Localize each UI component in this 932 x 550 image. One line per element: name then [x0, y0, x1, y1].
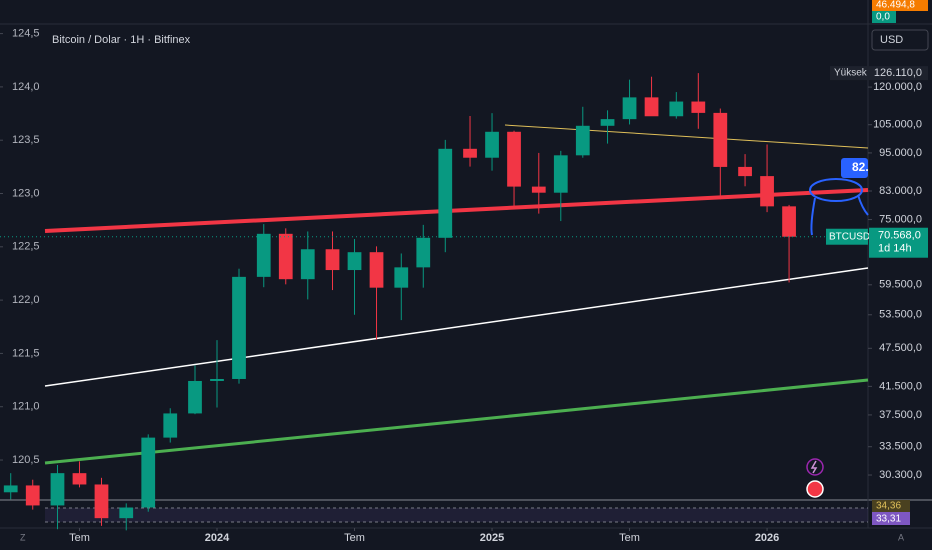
- high-marker-label: 126.110,0: [874, 67, 922, 79]
- candle-body: [300, 249, 315, 280]
- y-tick-label: 41.500,0: [879, 380, 922, 392]
- y-tick-label: 30.300,0: [879, 469, 922, 481]
- candle-body: [463, 148, 477, 158]
- callout-text: 82.: [852, 160, 869, 174]
- y-tick-label: 37.500,0: [879, 409, 922, 421]
- symbol-title: Bitcoin / Dolar · 1H · Bitfinex: [52, 34, 191, 46]
- high-marker-box: [830, 66, 928, 81]
- candle-body: [760, 176, 774, 207]
- y-tick-label: 59.500,0: [879, 279, 922, 291]
- candle-body: [369, 252, 384, 288]
- candle-body: [669, 101, 684, 117]
- candle-body: [163, 413, 178, 438]
- candle-body: [232, 276, 246, 379]
- x-tick-label: Tem: [344, 532, 365, 544]
- y2-tick-label: 121,0: [12, 401, 40, 413]
- currency[interactable]: USD: [880, 34, 903, 46]
- y-tick-label: 83.000,0: [879, 185, 922, 197]
- arrow-curve: [857, 194, 869, 216]
- candle-body: [278, 233, 293, 280]
- candle-body: [691, 101, 706, 113]
- candle-body: [50, 473, 65, 506]
- candle-body: [600, 119, 615, 126]
- arrow-curve: [810, 197, 816, 236]
- rsi-band: [45, 508, 868, 522]
- candle-body: [394, 267, 409, 288]
- y-tick-label: 53.500,0: [879, 309, 922, 321]
- last-price-name: BTCUSD: [829, 231, 870, 242]
- candle-body: [622, 97, 637, 120]
- candle-body: [738, 166, 752, 177]
- x-tick-label: Tem: [69, 532, 90, 544]
- trend-line-green: [44, 378, 869, 465]
- y2-tick-label: 124,5: [12, 28, 40, 40]
- candle-body: [485, 131, 499, 158]
- candle-body: [119, 507, 134, 519]
- candle-body: [575, 125, 590, 156]
- volume-label: 0,0: [876, 12, 890, 23]
- currency-box[interactable]: [871, 29, 929, 51]
- rsi-label: 34,36: [876, 501, 901, 512]
- rsi-label-box: [872, 500, 910, 512]
- candle-body: [141, 437, 156, 508]
- y-tick-label: 75.000,0: [879, 213, 922, 225]
- y-tick-label: 120.000,0: [873, 81, 922, 93]
- corner-label[interactable]: A: [898, 532, 904, 542]
- candle-body: [553, 155, 568, 193]
- candle-body: [3, 485, 18, 493]
- highlight-circle: [809, 178, 863, 202]
- y2-tick-label: 120,5: [12, 454, 40, 466]
- last-price-label: 70.568,0: [878, 230, 921, 242]
- trend-line-red: [44, 188, 869, 233]
- last-price-countdown: 1d 14h: [878, 243, 912, 255]
- candle-body: [94, 484, 109, 519]
- x-tick-label: Tem: [619, 532, 640, 544]
- corner-label[interactable]: Z: [20, 532, 26, 542]
- y-tick-label: 33.500,0: [879, 441, 922, 453]
- y2-tick-label: 123,0: [12, 187, 40, 199]
- candle-body: [507, 131, 521, 187]
- volume-label-box: [872, 0, 928, 11]
- candle-body: [644, 97, 659, 117]
- last-price-box: [869, 227, 928, 258]
- y2-tick-label: 123,5: [12, 134, 40, 146]
- trend-line-yellow: [504, 124, 869, 149]
- x-tick-label: 2025: [480, 532, 504, 544]
- event-icon: [810, 460, 818, 474]
- y-tick-label: 95.000,0: [879, 147, 922, 159]
- trend-line-white: [44, 267, 869, 387]
- candle-body: [438, 148, 453, 238]
- last-price-name-box: [826, 228, 868, 245]
- event-icon[interactable]: [806, 458, 824, 476]
- y-tick-label: 105.000,0: [873, 119, 922, 131]
- candle-body: [72, 473, 87, 485]
- candle-body: [325, 249, 340, 271]
- candle-body: [210, 378, 224, 381]
- volume-label: 46.494,8: [876, 0, 915, 11]
- candle-body: [25, 485, 40, 506]
- candle-body: [188, 380, 202, 414]
- y2-tick-label: 121,5: [12, 347, 40, 359]
- high-marker-name: Yüksek: [834, 68, 868, 79]
- rsi-label-box: [872, 512, 910, 525]
- y2-tick-label: 122,0: [12, 294, 40, 306]
- callout-box: [841, 158, 868, 178]
- rsi-label: 33,31: [876, 514, 901, 525]
- candle-body: [347, 252, 362, 271]
- flag-icon[interactable]: [806, 480, 824, 498]
- y2-tick-label: 122,5: [12, 241, 40, 253]
- candle-body: [713, 112, 728, 167]
- candle-body: [782, 206, 796, 237]
- candle-body: [531, 186, 546, 193]
- y-tick-label: 47.500,0: [879, 342, 922, 354]
- x-tick-label: 2024: [205, 532, 230, 544]
- candle-body: [256, 233, 271, 277]
- x-tick-label: 2026: [755, 532, 779, 544]
- volume-label-box: [872, 11, 896, 23]
- y2-tick-label: 124,0: [12, 81, 40, 93]
- candle-body: [416, 237, 431, 268]
